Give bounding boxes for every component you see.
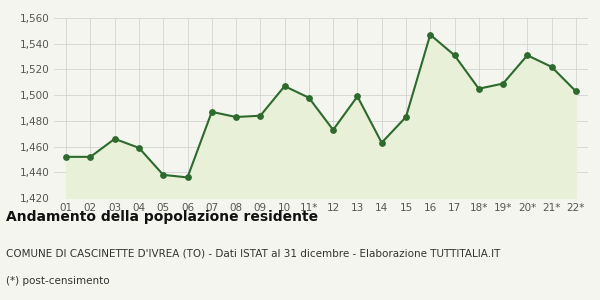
Text: COMUNE DI CASCINETTE D'IVREA (TO) - Dati ISTAT al 31 dicembre - Elaborazione TUT: COMUNE DI CASCINETTE D'IVREA (TO) - Dati… bbox=[6, 249, 500, 259]
Point bbox=[182, 175, 192, 180]
Text: Andamento della popolazione residente: Andamento della popolazione residente bbox=[6, 210, 318, 224]
Point bbox=[353, 94, 362, 99]
Point bbox=[474, 86, 484, 91]
Point bbox=[328, 128, 338, 132]
Point bbox=[498, 81, 508, 86]
Point bbox=[110, 136, 119, 141]
Point bbox=[256, 113, 265, 118]
Point bbox=[450, 53, 460, 58]
Point bbox=[280, 84, 289, 88]
Point bbox=[158, 172, 168, 177]
Point bbox=[523, 53, 532, 58]
Point bbox=[377, 140, 386, 145]
Point bbox=[134, 146, 144, 150]
Point bbox=[547, 64, 556, 69]
Point bbox=[231, 115, 241, 119]
Point bbox=[401, 115, 411, 119]
Text: (*) post-censimento: (*) post-censimento bbox=[6, 276, 110, 286]
Point bbox=[61, 154, 71, 159]
Point bbox=[571, 89, 581, 94]
Point bbox=[304, 95, 314, 100]
Point bbox=[207, 110, 217, 114]
Point bbox=[86, 154, 95, 159]
Point bbox=[425, 32, 435, 37]
